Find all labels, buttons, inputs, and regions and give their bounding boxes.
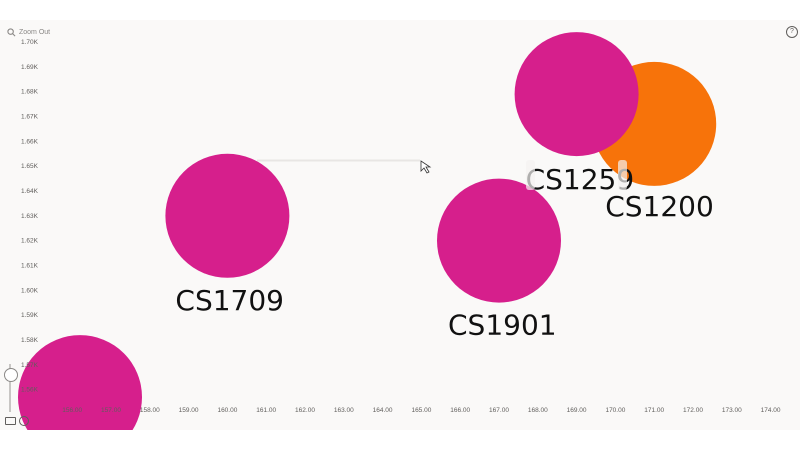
magnifier-icon: [7, 27, 16, 36]
bubble-label: CS1901: [448, 309, 557, 342]
x-tick-label: 174.00: [761, 407, 781, 414]
x-tick-label: 157.00: [101, 407, 121, 414]
y-tick-label: 1.64K: [21, 188, 39, 195]
bubble-label: CS1709: [175, 284, 284, 317]
zoom-out-button[interactable]: Zoom Out: [7, 26, 50, 38]
x-tick-label: 156.00: [62, 407, 82, 414]
label-drag-handle[interactable]: [618, 160, 627, 190]
bubble-cs1259[interactable]: [514, 32, 639, 157]
x-tick-label: 162.00: [295, 407, 315, 414]
zoom-slider-thumb[interactable]: [4, 368, 18, 382]
x-tick-label: 158.00: [140, 407, 160, 414]
x-tick-label: 168.00: [528, 407, 548, 414]
y-tick-label: 1.61K: [21, 263, 39, 270]
y-tick-label: 1.60K: [21, 287, 39, 294]
bubble-label: CS1259: [526, 163, 635, 196]
y-tick-label: 1.68K: [21, 89, 39, 96]
x-tick-label: 164.00: [373, 407, 393, 414]
bubble-label: CS1200: [605, 190, 714, 223]
y-tick-label: 1.58K: [21, 337, 39, 344]
focus-mode-icon[interactable]: [19, 416, 29, 426]
y-tick-label: 1.62K: [21, 238, 39, 245]
x-tick-label: 173.00: [722, 407, 742, 414]
x-tick-label: 171.00: [644, 407, 664, 414]
label-drag-handle[interactable]: [526, 160, 535, 190]
x-tick-label: 169.00: [567, 407, 587, 414]
bubble-cs1709[interactable]: [165, 153, 290, 278]
help-icon[interactable]: ?: [786, 26, 798, 38]
bubble-cs1901[interactable]: [437, 178, 561, 303]
x-tick-label: 163.00: [334, 407, 354, 414]
y-axis-ticks: 1.56K 1.57K 1.58K 1.59K 1.60K 1.61K 1.62K 1.63K…: [21, 39, 39, 394]
y-tick-label: 1.57K: [21, 362, 39, 369]
y-tick-label: 1.59K: [21, 312, 39, 319]
y-tick-label: 1.67K: [21, 114, 39, 121]
y-tick-label: 1.65K: [21, 163, 39, 170]
x-tick-label: 166.00: [450, 407, 470, 414]
x-tick-label: 172.00: [683, 407, 703, 414]
x-tick-label: 160.00: [217, 407, 237, 414]
x-tick-label: 167.00: [489, 407, 509, 414]
zoom-slider-track[interactable]: [9, 364, 11, 412]
mouse-cursor-icon: [420, 160, 432, 174]
y-tick-label: 1.70K: [21, 39, 39, 46]
bubble-partial[interactable]: [18, 335, 142, 450]
y-tick-label: 1.69K: [21, 64, 39, 71]
table-view-icon[interactable]: [5, 417, 16, 425]
zoom-out-label: Zoom Out: [19, 28, 51, 36]
y-tick-label: 1.56K: [21, 387, 39, 394]
bubbles-layer: [18, 32, 717, 450]
x-tick-label: 165.00: [411, 407, 431, 414]
x-tick-label: 161.00: [256, 407, 276, 414]
x-axis-ticks: 156.00 157.00 158.00 159.00 160.00 161.00 162.…: [62, 407, 781, 414]
y-tick-label: 1.66K: [21, 138, 39, 145]
x-tick-label: 170.00: [605, 407, 625, 414]
x-tick-label: 159.00: [179, 407, 199, 414]
y-tick-label: 1.63K: [21, 213, 39, 220]
